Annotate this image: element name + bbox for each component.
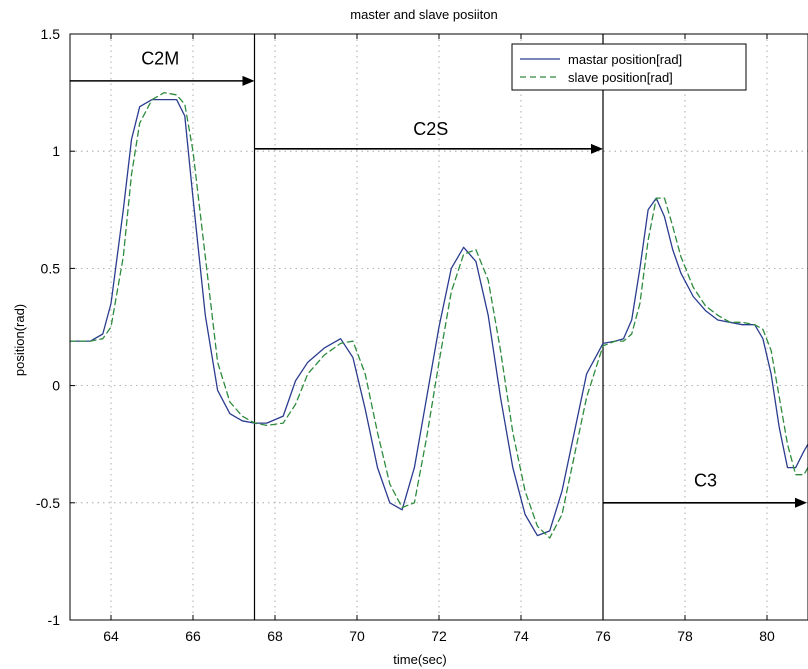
series-line-slave [69,91,808,539]
series-group [69,91,808,539]
x-tick-label: 72 [431,628,447,644]
y-tick-label: -1 [48,612,61,628]
y-tick-label: 0.5 [41,260,61,276]
annotation-arrow-head [795,497,807,508]
annotations: C2M C2S C3 [70,48,807,508]
y-axis-label: position(rad) [12,304,27,376]
chart-title: master and slave posiiton [350,7,497,22]
y-tick-label: 1.5 [41,26,61,42]
annotation-arrow-head [591,143,603,154]
x-axis-label: time(sec) [393,652,446,667]
x-tick-label: 78 [677,628,693,644]
annotation-label: C2S [413,119,448,139]
x-tick-label: 80 [759,628,775,644]
x-tick-label: 68 [267,628,283,644]
legend-box [511,43,747,91]
legend: mastar position[rad] slave position[rad] [511,43,747,91]
legend-label-slave: slave position[rad] [568,70,673,85]
series-line-master [69,98,808,537]
y-tick-label: -0.5 [36,495,60,511]
y-tick-label: 1 [52,143,60,159]
x-tick-label: 66 [185,628,201,644]
legend-label-master: mastar position[rad] [568,52,682,67]
annotation-label: C3 [694,470,717,490]
phase-dividers [253,34,604,620]
x-tick-label: 74 [513,628,529,644]
x-tick-label: 76 [595,628,611,644]
x-tick-label: 64 [103,628,119,644]
annotation-arrow-head [242,75,255,86]
annotation-label: C2M [141,48,179,68]
axis-ticks: 64 66 68 70 72 74 76 78 80 -1 -0.5 0 0.5 1 1.5 [36,26,775,644]
y-tick-label: 0 [52,378,60,394]
x-tick-label: 70 [349,628,365,644]
